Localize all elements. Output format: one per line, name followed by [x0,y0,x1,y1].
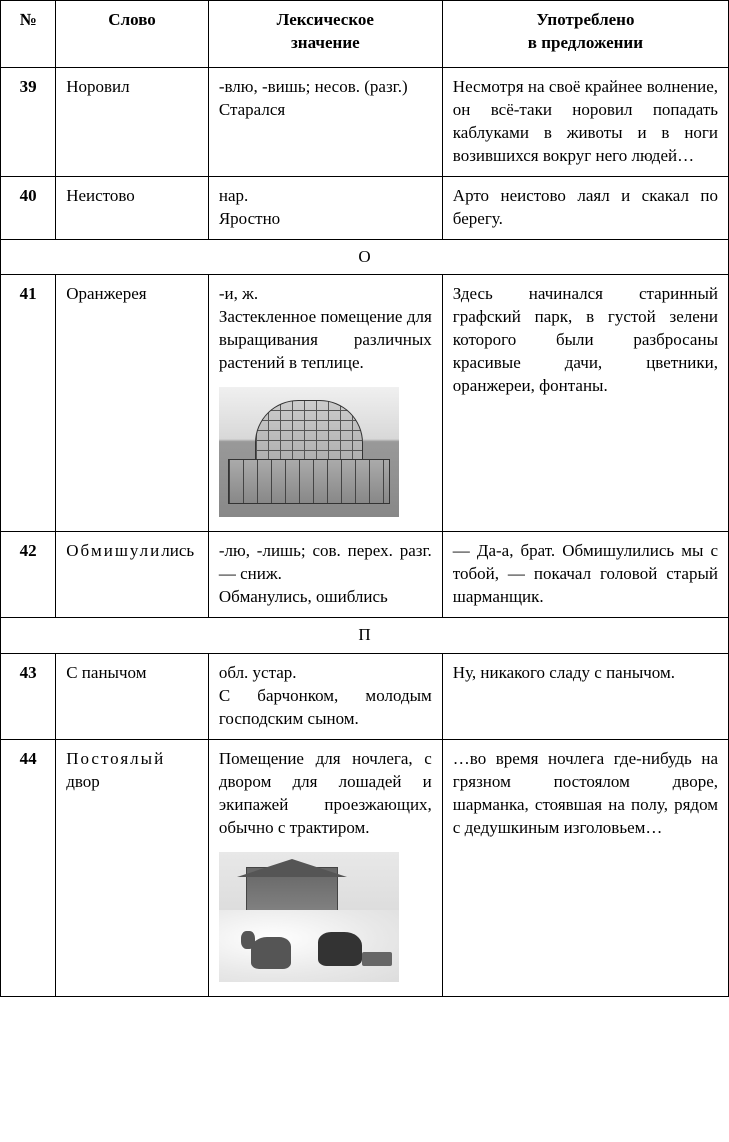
table-row: 41 Оранжерея -и, ж.Застекленное помещени… [1,275,729,532]
cell-usage: Ну, никакого сладу с панычом. [442,653,728,739]
header-meaning: Лексическое значение [208,1,442,68]
cell-num: 44 [1,739,56,996]
header-word: Слово [56,1,209,68]
inn-image [219,852,399,982]
section-header-P: П [1,618,729,654]
header-meaning-line1: Лексическое [277,10,374,29]
greenhouse-image [219,387,399,517]
section-header-O: О [1,239,729,275]
cell-usage: Арто неистово лаял и скакал по берегу. [442,176,728,239]
cell-meaning: Помещение для ночлега, с двором для лоша… [208,739,442,996]
table-row: 42 Обмишулились -лю, -лишь; сов. перех. … [1,532,729,618]
table-row: 40 Неистово нар.Яростно Арто неистово ла… [1,176,729,239]
header-usage-line1: Употреблено [536,10,634,29]
cell-num: 39 [1,67,56,176]
cell-meaning: нар.Яростно [208,176,442,239]
word-spaced-part: Постоялый [66,749,165,768]
cell-num: 43 [1,653,56,739]
dictionary-table: № Слово Лексическое значение Употреблено… [0,0,729,997]
cell-word: Оранжерея [56,275,209,532]
cell-num: 41 [1,275,56,532]
cell-usage: Здесь начинался старинный графский парк,… [442,275,728,532]
table-row: 39 Норовил -влю, -вишь; несов. (разг.)Ст… [1,67,729,176]
cell-meaning: обл. устар.С барчонком, молодым господск… [208,653,442,739]
cell-word: Норовил [56,67,209,176]
table-row: 43 С панычом обл. устар.С барчонком, мол… [1,653,729,739]
header-usage: Употреблено в предложении [442,1,728,68]
cell-num: 40 [1,176,56,239]
word-plain-part: двор [66,772,100,791]
cell-num: 42 [1,532,56,618]
header-usage-line2: в предложении [528,33,643,52]
cell-usage: — Да-а, брат. Обмишулились мы с тобой, —… [442,532,728,618]
header-num: № [1,1,56,68]
section-row: П [1,618,729,654]
table-row: 44 Постоялый двор Помещение для ночлега,… [1,739,729,996]
cell-word: Постоялый двор [56,739,209,996]
cell-word: С панычом [56,653,209,739]
dictionary-table-container: № Слово Лексическое значение Употреблено… [0,0,729,1142]
header-meaning-line2: значение [291,33,360,52]
table-header-row: № Слово Лексическое значение Употреблено… [1,1,729,68]
section-row: О [1,239,729,275]
cell-word: Неистово [56,176,209,239]
cell-meaning: -и, ж.Застекленное помещение для выращив… [208,275,442,532]
cell-word: Обмишулились [56,532,209,618]
cell-meaning: -лю, -лишь; сов. перех. разг. — сниж.Обм… [208,532,442,618]
cell-meaning: -влю, -вишь; несов. (разг.)Старался [208,67,442,176]
cell-usage: …во время ночлега где-нибудь на грязном … [442,739,728,996]
cell-usage: Несмотря на своё крайнее волнение, он вс… [442,67,728,176]
